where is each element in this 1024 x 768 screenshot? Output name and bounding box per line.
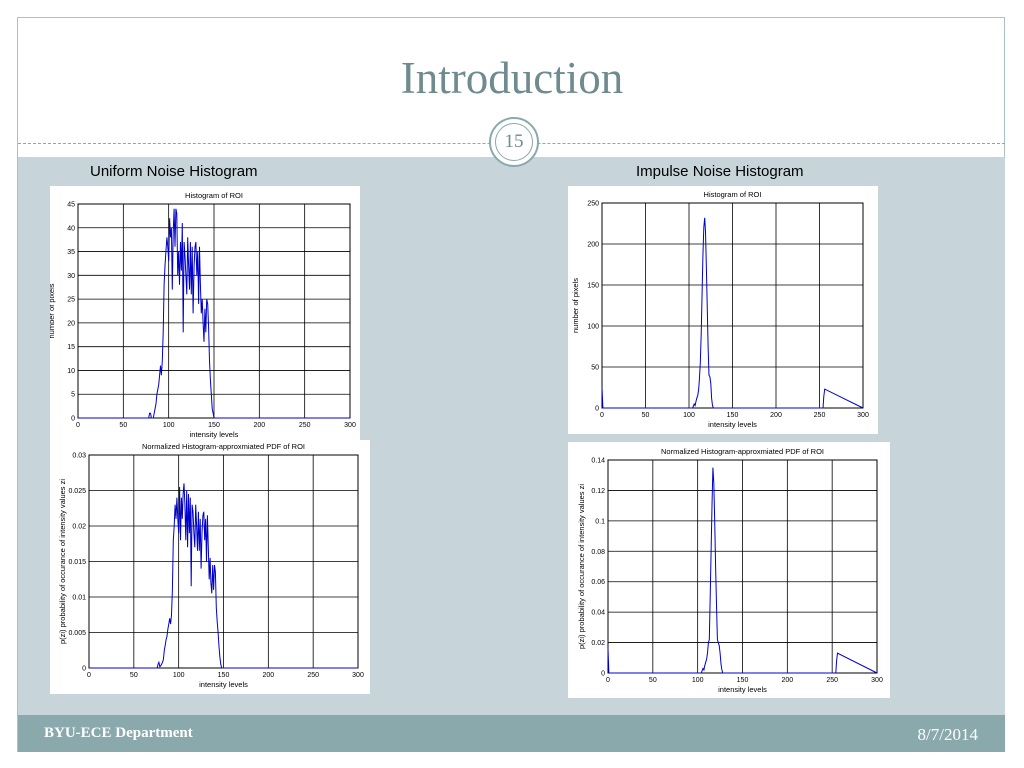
x-tick-label: 50	[649, 677, 657, 684]
y-tick-label: 200	[587, 242, 599, 249]
footer-department: BYU-ECE Department	[44, 725, 193, 741]
chart-title: Histogram of ROI	[185, 191, 243, 200]
x-tick-label: 200	[770, 412, 782, 419]
y-tick-label: 10	[67, 368, 75, 375]
series-line	[607, 467, 878, 674]
x-tick-label: 100	[163, 422, 175, 429]
x-tick-label: 150	[218, 672, 230, 679]
x-tick-label: 50	[130, 672, 138, 679]
x-axis-label: intensity levels	[708, 420, 757, 429]
chart-title: Normalized Histogram-approxmiated PDF of…	[142, 442, 305, 451]
x-tick-label: 200	[253, 422, 265, 429]
uniform-histogram-chart: 0 50 100 150 200 250 300 0 5 10 15 20 25 30 35 40 45 Hist…	[47, 191, 356, 439]
x-tick-label: 250	[307, 672, 319, 679]
impulse-pdf-chart: 0 50 100 150 200 250 300 0 0.02 0.04 0.06 0.08 0.1 0.…	[577, 447, 883, 694]
footer-bar: BYU-ECE Department 8/7/2014	[18, 715, 1005, 752]
y-tick-label: 0	[71, 416, 75, 423]
right-panel-title: Impulse Noise Histogram	[636, 163, 804, 180]
y-tick-label: 0	[601, 671, 605, 678]
x-tick-label: 200	[781, 677, 793, 684]
x-tick-label: 100	[692, 677, 704, 684]
x-tick-label: 100	[173, 672, 185, 679]
x-tick-label: 0	[606, 677, 610, 684]
impulse-pdf-figure: 0 50 100 150 200 250 300 0 0.02 0.04 0.06 0.08 0.1 0.…	[568, 442, 890, 698]
x-tick-label: 300	[857, 412, 869, 419]
y-tick-label: 0.08	[591, 549, 605, 556]
x-tick-label: 0	[600, 412, 604, 419]
y-tick-label: 0.1	[595, 518, 605, 525]
impulse-histogram-chart: 0 50 100 150 200 250 300 0 50 100 150 200 250 Histogr…	[571, 190, 869, 429]
x-tick-label: 150	[737, 677, 749, 684]
y-axis-label: number of pixels	[571, 278, 580, 333]
x-tick-label: 0	[76, 422, 80, 429]
y-tick-label: 0.06	[591, 579, 605, 586]
x-tick-label: 0	[87, 672, 91, 679]
y-tick-label: 0.01	[72, 595, 86, 602]
x-tick-label: 150	[727, 412, 739, 419]
y-axis-label: p(zi) probability of occurance of intens…	[58, 479, 67, 644]
y-tick-label: 250	[587, 201, 599, 208]
y-tick-label: 100	[587, 324, 599, 331]
slide-title: Introduction	[400, 53, 624, 103]
y-tick-label: 0.03	[72, 453, 86, 460]
x-tick-label: 200	[262, 672, 274, 679]
slide-number-badge: 15	[489, 117, 539, 167]
series-line	[78, 208, 350, 419]
uniform-pdf-figure: 0 50 100 150 200 250 300 0 0.005 0.01 0.015 0.02 0.0…	[50, 440, 370, 694]
uniform-histogram-figure: 0 50 100 150 200 250 300 0 5 10 15 20 25 30 35 40 45 Hist…	[47, 186, 360, 440]
x-tick-label: 150	[208, 422, 220, 429]
y-tick-label: 0	[82, 666, 86, 673]
x-tick-label: 100	[683, 412, 695, 419]
slide-number: 15	[495, 123, 533, 161]
footer-date: 8/7/2014	[917, 725, 978, 744]
y-tick-label: 5	[71, 392, 75, 399]
left-panel-title: Uniform Noise Histogram	[90, 163, 258, 180]
y-tick-label: 40	[67, 225, 75, 232]
y-tick-label: 0.14	[591, 458, 605, 465]
x-axis-label: intensity levels	[199, 680, 248, 689]
x-tick-label: 300	[344, 422, 356, 429]
y-tick-label: 50	[591, 365, 599, 372]
y-tick-label: 30	[67, 273, 75, 280]
y-tick-label: 150	[587, 283, 599, 290]
impulse-histogram-figure: 0 50 100 150 200 250 300 0 50 100 150 200 250 Histogr…	[568, 186, 878, 434]
x-tick-label: 300	[871, 677, 883, 684]
y-tick-label: 0.12	[591, 488, 605, 495]
x-tick-label: 50	[119, 422, 127, 429]
x-tick-label: 250	[299, 422, 311, 429]
y-tick-label: 35	[67, 249, 75, 256]
y-tick-label: 45	[67, 202, 75, 209]
y-tick-label: 0.02	[72, 524, 86, 531]
y-tick-label: 0.005	[68, 630, 86, 637]
y-axis-label: number of pixels	[50, 283, 56, 338]
y-tick-label: 25	[67, 297, 75, 304]
x-tick-label: 250	[826, 677, 838, 684]
series-line	[89, 483, 358, 669]
x-tick-label: 250	[814, 412, 826, 419]
y-tick-label: 0.015	[68, 559, 86, 566]
y-tick-label: 15	[67, 344, 75, 351]
y-tick-label: 0	[595, 406, 599, 413]
series-line	[601, 217, 864, 409]
chart-title: Histogram of ROI	[704, 190, 762, 199]
x-tick-label: 50	[642, 412, 650, 419]
x-axis-label: intensity levels	[190, 430, 239, 439]
y-axis-label: p(zi) probability of occurance of intens…	[577, 484, 586, 649]
y-tick-label: 0.04	[591, 610, 605, 617]
y-tick-label: 0.025	[68, 488, 86, 495]
uniform-pdf-chart: 0 50 100 150 200 250 300 0 0.005 0.01 0.015 0.02 0.0…	[58, 442, 364, 689]
x-axis-label: intensity levels	[718, 685, 767, 694]
x-tick-label: 300	[352, 672, 364, 679]
y-tick-label: 0.02	[591, 640, 605, 647]
chart-title: Normalized Histogram-approxmiated PDF of…	[661, 447, 824, 456]
y-tick-label: 20	[67, 320, 75, 327]
